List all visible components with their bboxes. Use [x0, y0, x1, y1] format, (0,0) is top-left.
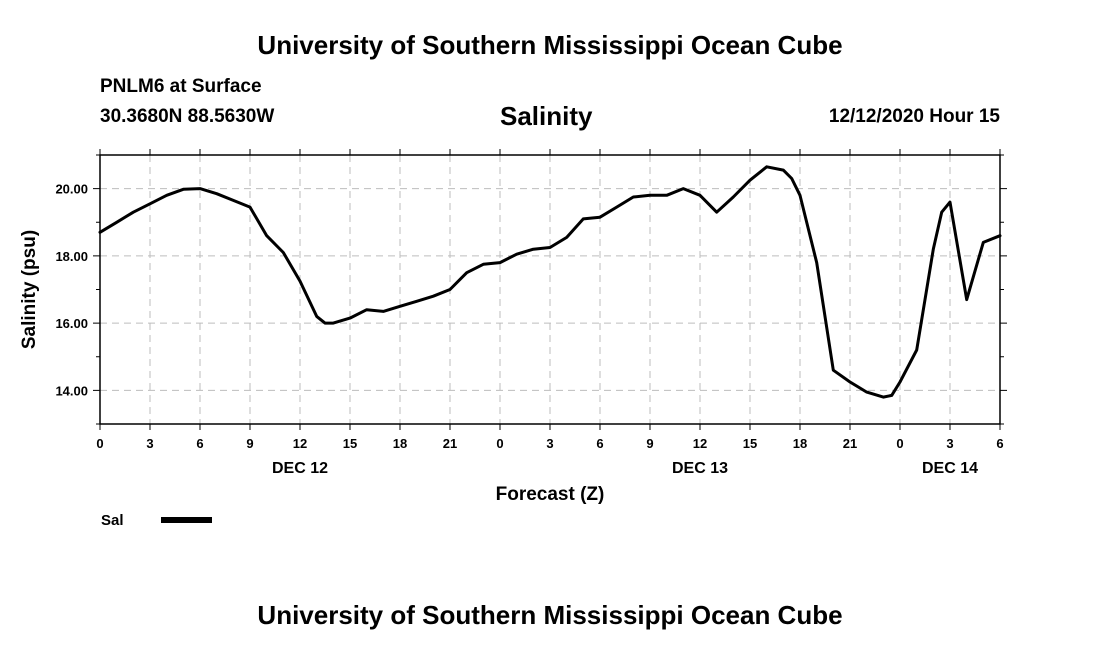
x-tick-label: 12 [293, 436, 307, 451]
x-tick-label: 6 [596, 436, 603, 451]
y-axis-label: Salinity (psu) [19, 230, 40, 349]
y-tick-label: 18.00 [55, 249, 88, 264]
x-tick-label: 6 [196, 436, 203, 451]
x-tick-label: 15 [343, 436, 357, 451]
plot-frame [99, 154, 1001, 425]
x-tick-label: 0 [496, 436, 503, 451]
x-tick-label: 6 [996, 436, 1003, 451]
series-line-sal [98, 165, 1002, 399]
y-tick-label: 14.00 [55, 383, 88, 398]
x-tick-label: 0 [896, 436, 903, 451]
station-label: PNLM6 at Surface [100, 76, 262, 97]
x-tick-label: 3 [146, 436, 153, 451]
page-title-top: University of Southern Mississippi Ocean… [257, 30, 843, 60]
date-label: DEC 13 [672, 460, 728, 477]
x-axis-label: Forecast (Z) [496, 484, 605, 505]
x-tick-label: 12 [693, 436, 707, 451]
y-tick-label: 16.00 [55, 316, 88, 331]
x-tick-label: 3 [946, 436, 953, 451]
x-tick-label: 0 [96, 436, 103, 451]
date-label: DEC 14 [922, 460, 978, 477]
x-tick-label: 21 [843, 436, 857, 451]
x-tick-label: 9 [646, 436, 653, 451]
coordinates-label: 30.3680N 88.5630W [100, 106, 275, 127]
legend-label: Sal [101, 512, 124, 529]
x-tick-label: 21 [443, 436, 457, 451]
page-title-bottom: University of Southern Mississippi Ocean… [257, 600, 843, 630]
x-tick-label: 18 [793, 436, 807, 451]
x-tick-label: 9 [246, 436, 253, 451]
x-tick-label: 18 [393, 436, 407, 451]
x-tick-label: 3 [546, 436, 553, 451]
y-tick-label: 20.00 [55, 182, 88, 197]
x-tick-label: 15 [743, 436, 757, 451]
forecast-datetime: 12/12/2020 Hour 15 [828, 106, 1000, 127]
date-label: DEC 12 [272, 460, 328, 477]
chart-title: Salinity [500, 101, 593, 131]
